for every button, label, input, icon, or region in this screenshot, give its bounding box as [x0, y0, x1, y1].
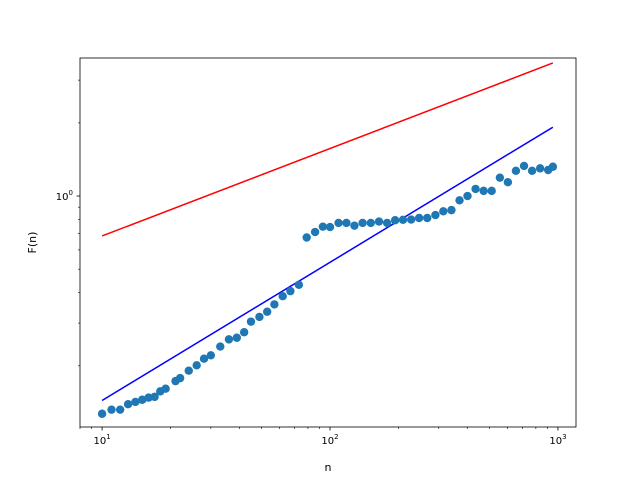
scatter-point: [206, 351, 216, 360]
scatter-point: [447, 205, 456, 215]
scatter-point: [224, 335, 234, 344]
x-axis-label: n: [325, 461, 332, 474]
scatter-point: [535, 164, 545, 173]
scatter-point: [286, 286, 295, 296]
y-axis: 100: [56, 79, 80, 367]
scatter-point: [184, 366, 193, 375]
scatter-point: [138, 395, 147, 404]
scatter-point: [325, 222, 335, 232]
x-tick-label: 101: [93, 433, 110, 447]
scatter-point: [175, 373, 185, 383]
scatter-point: [406, 215, 416, 224]
plot-area: [80, 58, 576, 427]
scatter-point: [246, 317, 256, 326]
scatter-point: [527, 166, 537, 176]
scatter-point: [455, 196, 464, 205]
series-layer: [97, 62, 558, 418]
scatter-point: [216, 342, 225, 351]
scatter-point: [519, 161, 529, 171]
scatter-point: [350, 221, 359, 230]
scatter-point: [123, 400, 133, 409]
series-line-2: [101, 126, 554, 402]
scatter-point: [463, 191, 472, 201]
scatter-point: [503, 178, 513, 187]
scatter-point: [423, 213, 432, 223]
scatter-point: [239, 328, 249, 337]
scatter-point: [342, 218, 351, 228]
scatter-point: [310, 227, 320, 237]
scatter-point: [334, 218, 343, 228]
series-line-1: [101, 62, 554, 237]
scatter-point: [192, 361, 201, 370]
x-tick-label: 103: [549, 433, 566, 447]
scatter-point: [471, 184, 480, 194]
scatter-point: [366, 218, 376, 228]
y-tick-label: 100: [56, 189, 73, 203]
scatter-point: [302, 233, 311, 242]
scatter-point: [270, 300, 279, 309]
scatter-point: [511, 166, 521, 176]
scatter-point: [390, 216, 400, 225]
axes-frame: [79, 57, 577, 428]
scatter-point: [97, 409, 107, 418]
scatter-point: [382, 218, 392, 228]
scatter-point: [548, 162, 558, 171]
scatter-point: [262, 307, 272, 316]
scatter-point: [374, 217, 384, 226]
x-axis: 101 102 103: [79, 427, 567, 447]
scatter-point: [278, 291, 287, 301]
scatter-point: [150, 392, 159, 402]
scatter-point: [439, 207, 448, 216]
scatter-point: [487, 186, 496, 196]
scatter-point: [232, 333, 242, 342]
scatter-point: [358, 218, 367, 228]
y-axis-label: F(n): [26, 232, 39, 254]
scatter-point: [294, 280, 304, 290]
scatter-point: [199, 354, 209, 363]
scatter-point: [131, 397, 140, 407]
scatter-point: [398, 215, 408, 225]
scatter-point: [479, 186, 488, 196]
scatter-point: [414, 213, 424, 223]
x-tick-label: 102: [321, 433, 338, 447]
scatter-point: [495, 173, 505, 182]
scatter-point: [107, 405, 116, 414]
scatter-point: [431, 210, 440, 220]
scatter-point: [318, 222, 328, 231]
scatter-point: [161, 384, 170, 393]
scatter-point: [115, 405, 125, 414]
scatter-point: [255, 312, 264, 322]
